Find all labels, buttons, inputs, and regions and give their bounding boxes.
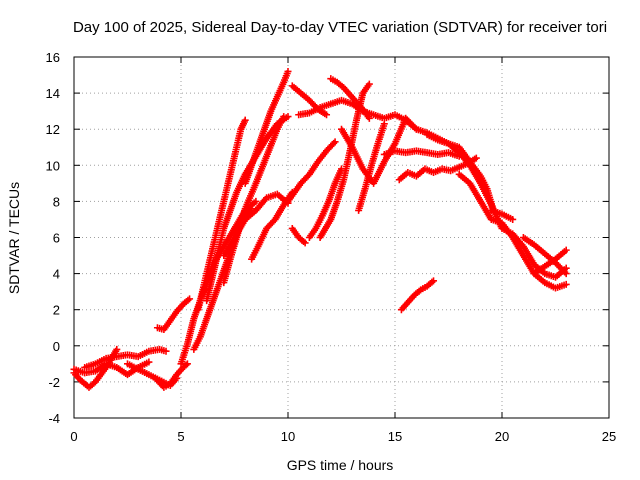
series-arc-10 (203, 113, 292, 305)
y-tick-label: -4 (48, 411, 60, 426)
series-arc-12 (220, 113, 288, 287)
data-point (323, 111, 331, 119)
data-point (562, 270, 570, 278)
data-point (562, 246, 570, 254)
data-point (280, 113, 288, 121)
y-tick-label: 14 (46, 86, 60, 101)
data-point (430, 277, 438, 285)
data-point (330, 139, 338, 147)
x-tick-label: 5 (177, 429, 184, 444)
data-point (509, 215, 517, 223)
y-tick-label: 2 (53, 303, 60, 318)
series-arc-21 (327, 75, 373, 122)
data-point (186, 295, 194, 303)
series-arc-28 (397, 277, 438, 314)
series-arc-02 (70, 345, 121, 391)
data-point (183, 360, 191, 368)
series-arc-06 (153, 295, 194, 334)
data-point (252, 197, 260, 205)
x-tick-label: 10 (281, 429, 295, 444)
y-tick-label: -2 (48, 375, 60, 390)
chart-title: Day 100 of 2025, Sidereal Day-to-day VTE… (73, 19, 607, 36)
series-arc-25 (380, 147, 463, 160)
x-tick-label: 0 (70, 429, 77, 444)
y-tick-label: 8 (53, 194, 60, 209)
x-tick-label: 25 (602, 429, 616, 444)
series-arc-09 (194, 116, 249, 314)
x-tick-label: 20 (495, 429, 509, 444)
data-point (145, 358, 153, 366)
data-point (562, 280, 570, 288)
series-arc-30 (455, 170, 570, 292)
data-point (331, 138, 339, 146)
series-arc-03 (81, 345, 170, 371)
data-point (284, 67, 292, 75)
x-tick-labels: 0 5 10 15 20 25 (70, 429, 616, 444)
y-tick-label: 12 (46, 122, 60, 137)
y-tick-label: 10 (46, 158, 60, 173)
data-point (365, 80, 373, 88)
x-axis-label: GPS time / hours (287, 457, 394, 473)
y-tick-label: 0 (53, 339, 60, 354)
series-arc-16 (288, 224, 309, 247)
series-arc-31 (487, 206, 517, 223)
data-points (70, 67, 570, 391)
series-arc-29 (423, 131, 497, 214)
series-arc-15 (284, 138, 339, 205)
y-axis-label: SDTVAR / TECUs (6, 182, 22, 294)
data-point (113, 345, 121, 353)
y-tick-labels: -4 -2 0 2 4 6 8 10 12 14 16 (46, 50, 60, 426)
y-tick-label: 6 (53, 231, 60, 246)
data-point (162, 347, 170, 355)
x-tick-label: 15 (388, 429, 402, 444)
series-arc-13 (241, 67, 292, 187)
series-arc-23 (355, 120, 388, 214)
y-tick-label: 16 (46, 50, 60, 65)
data-point (241, 116, 249, 124)
series-arc-33 (530, 246, 570, 278)
series-arc-05 (151, 360, 191, 391)
grid-lines (74, 57, 609, 418)
data-point (182, 361, 190, 369)
series-arc-17 (288, 82, 331, 119)
data-point (472, 154, 480, 162)
data-point (301, 239, 309, 247)
tick-marks (73, 56, 610, 419)
y-tick-label: 4 (53, 267, 60, 282)
